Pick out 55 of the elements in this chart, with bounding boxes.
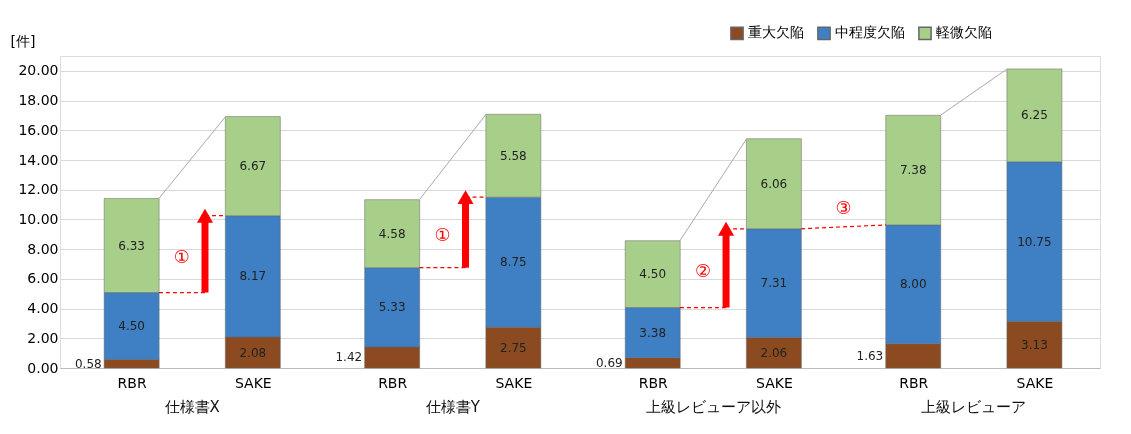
- text: 上級レビューア: [921, 398, 1027, 416]
- text: 1.42: [335, 350, 363, 365]
- x-tick-label: SAKE: [495, 374, 533, 391]
- legend-label: 中程度欠陥: [835, 24, 905, 41]
- y-tick-label: 0.00: [27, 359, 59, 376]
- text: 8.17: [239, 269, 267, 284]
- text: 8.75: [499, 255, 527, 270]
- text: 3.13: [1021, 337, 1048, 352]
- y-tick-label: 20.00: [18, 62, 59, 79]
- text: 仕様書X: [163, 398, 220, 416]
- x-tick-label: RBR: [638, 374, 669, 391]
- text: 4.50: [639, 267, 667, 282]
- x-tick-label: SAKE: [756, 374, 793, 391]
- y-tick-label: 18.00: [18, 92, 59, 109]
- text: 6.33: [118, 238, 146, 253]
- y-tick-label: 14.00: [18, 151, 59, 168]
- text: 5.58: [499, 148, 527, 163]
- text: 仕様書Y: [424, 398, 481, 416]
- text: 6.06: [760, 176, 788, 191]
- y-tick-label: 4.00: [27, 300, 59, 317]
- text: 7.38: [899, 163, 927, 178]
- x-tick-label: RBR: [117, 374, 147, 391]
- y-tick-label: 2.00: [27, 329, 59, 346]
- y-tick-label: 16.00: [18, 121, 59, 138]
- text: 5.33: [378, 300, 406, 315]
- annotation: ①: [173, 245, 191, 267]
- text: 10.75: [1017, 234, 1052, 249]
- text: 7.31: [760, 276, 788, 291]
- text: 2.75: [499, 340, 527, 355]
- y-tick-label: 6.00: [27, 270, 59, 287]
- legend-label: 軽微欠陥: [936, 24, 992, 41]
- x-tick-label: SAKE: [234, 374, 272, 391]
- x-tick-label: RBR: [378, 374, 408, 391]
- text: 1.63: [856, 348, 884, 363]
- text: 6.67: [239, 159, 267, 174]
- text: 4.50: [118, 318, 146, 333]
- text: 2.08: [239, 345, 267, 360]
- annotation: ③: [835, 197, 852, 219]
- annotation: ①: [434, 223, 451, 245]
- y-tick-label: 12.00: [18, 181, 59, 198]
- y-axis-title: [件]: [10, 32, 36, 49]
- text: 2.06: [760, 345, 788, 360]
- text: 0.69: [595, 355, 623, 370]
- text: 6.25: [1021, 108, 1048, 123]
- text: 0.58: [74, 356, 102, 371]
- x-tick-label: RBR: [899, 374, 929, 391]
- y-tick-label: 8.00: [27, 240, 59, 257]
- legend-label: 重大欠陥: [748, 24, 804, 41]
- y-tick-label: 10.00: [18, 210, 59, 227]
- x-tick-label: SAKE: [1016, 374, 1054, 391]
- text: 上級レビューア以外: [645, 398, 781, 416]
- annotation: ②: [694, 260, 712, 282]
- text: 4.58: [378, 226, 406, 241]
- text: 8.00: [899, 277, 927, 292]
- text: 3.38: [639, 325, 667, 340]
